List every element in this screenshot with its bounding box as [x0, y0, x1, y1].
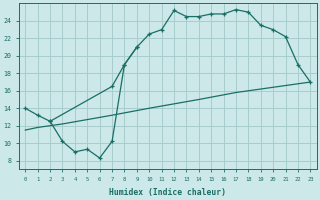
X-axis label: Humidex (Indice chaleur): Humidex (Indice chaleur): [109, 188, 226, 197]
